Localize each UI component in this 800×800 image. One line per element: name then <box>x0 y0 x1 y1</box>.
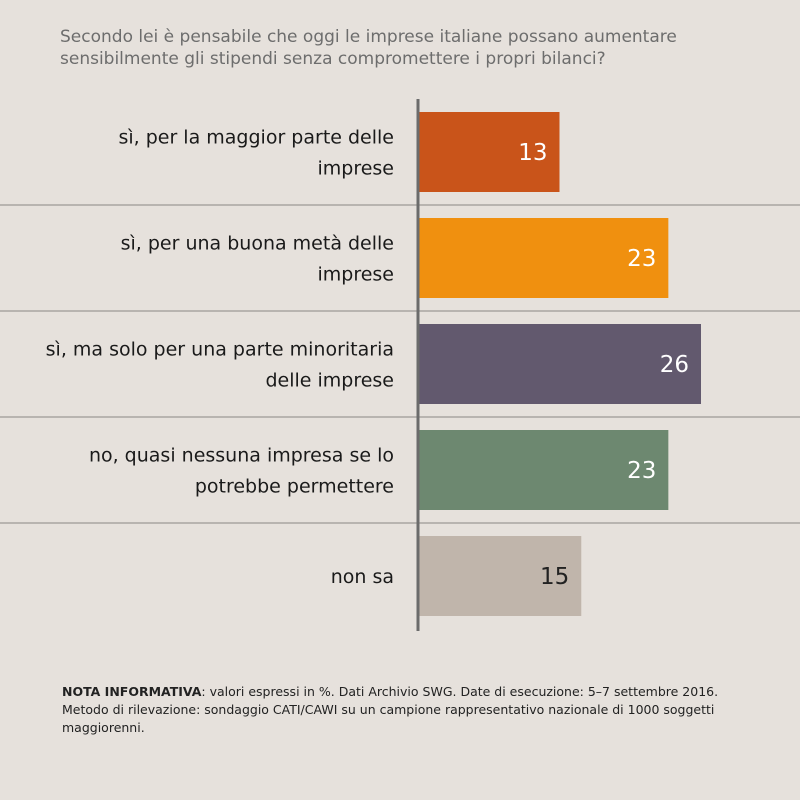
category-label: sì, per la maggior parte delle <box>118 127 394 149</box>
bar <box>418 324 701 404</box>
category-label: no, quasi nessuna impresa se lo <box>89 445 394 467</box>
bar-value-label: 15 <box>540 564 569 590</box>
footnote: NOTA INFORMATIVA: valori espressi in %. … <box>62 683 762 737</box>
category-label: delle imprese <box>265 370 394 392</box>
bar <box>418 430 669 510</box>
footnote-text: : valori espressi in %. Dati Archivio SW… <box>62 684 719 735</box>
bar <box>418 218 669 298</box>
bar-value-label: 23 <box>627 458 656 484</box>
footnote-label: NOTA INFORMATIVA <box>62 684 202 699</box>
bar <box>418 536 582 616</box>
bar-value-label: 26 <box>660 352 689 378</box>
bar-value-label: 13 <box>518 140 547 166</box>
bar <box>418 112 560 192</box>
category-label: imprese <box>317 264 394 286</box>
bar-value-label: 23 <box>627 246 656 272</box>
category-label: imprese <box>317 158 394 180</box>
chart-question: Secondo lei è pensabile che oggi le impr… <box>60 27 677 69</box>
category-label: non sa <box>331 566 394 588</box>
category-label: sì, per una buona metà delle <box>121 233 394 255</box>
category-label: sì, ma solo per una parte minoritaria <box>46 339 394 361</box>
category-label: potrebbe permettere <box>195 476 394 498</box>
